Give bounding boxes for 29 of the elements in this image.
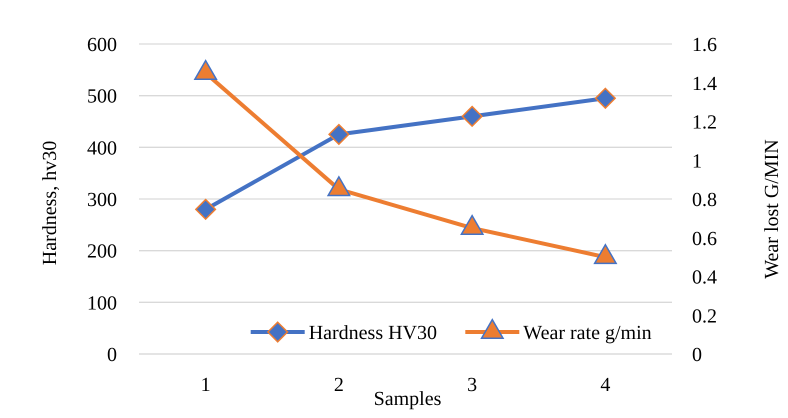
y-tick-label: 600	[87, 34, 117, 56]
y2-tick-label: 0.8	[692, 189, 717, 211]
x-tick-label: 4	[600, 374, 610, 396]
y2-tick-label: 0.2	[692, 305, 717, 328]
y-tick-label: 400	[87, 137, 117, 160]
y2-tick-label: 0.4	[692, 266, 717, 288]
point	[594, 88, 616, 109]
legend-label: Hardness HV30	[308, 322, 438, 344]
y-tick-label: 100	[87, 292, 117, 314]
point	[462, 106, 483, 127]
y2-tick-label: 0.6	[692, 228, 717, 250]
y-tick-label: 200	[87, 240, 117, 263]
legend-label: Wear rate g/min	[523, 322, 652, 344]
y-axis-title: Hardness, hv30	[39, 140, 61, 266]
point	[328, 124, 350, 145]
y2-axis-title: Wear lost G/MIN	[761, 139, 783, 279]
y2-tick-label: 1	[692, 150, 702, 172]
y-tick-label: 500	[87, 86, 117, 108]
x-tick-label: 3	[467, 374, 478, 396]
y-tick-label: 0	[107, 344, 117, 366]
y2-tick-label: 1.4	[692, 72, 717, 95]
x-tick-label: 1	[200, 374, 211, 396]
y2-tick-label: 0	[692, 344, 702, 366]
point	[195, 198, 216, 220]
x-tick-label: 2	[334, 374, 344, 396]
y-tick-label: 300	[87, 189, 117, 211]
y2-tick-label: 1.2	[692, 112, 717, 134]
y2-tick-label: 1.6	[692, 34, 717, 56]
x-axis-title: Samples	[374, 388, 442, 410]
